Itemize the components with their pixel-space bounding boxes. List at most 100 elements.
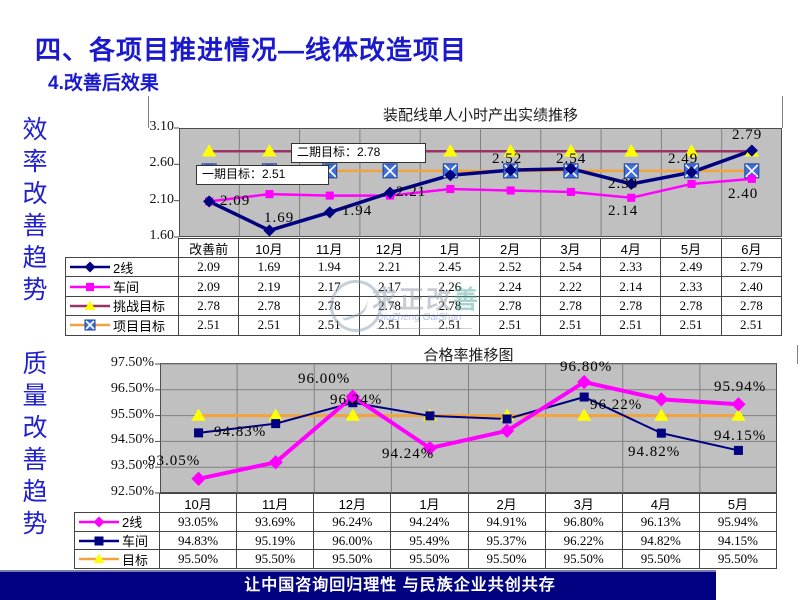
data-point-label: 2.52 — [492, 151, 523, 167]
footer-banner: 让中国咨询回归理性 与民族企业共创共存 — [0, 570, 716, 600]
table-cell: 95.50% — [468, 550, 546, 570]
output-chart-category-row: 改善前 10月 11月 12月 1月 2月 3月 4月 5月 6月 — [178, 238, 782, 258]
series-name: 2线 — [113, 260, 134, 276]
table-cell: 95.50% — [314, 550, 392, 570]
table-cell: 95.49% — [391, 531, 469, 551]
legend-cell: 项目目标 — [66, 316, 179, 336]
y-axis-tick-label: 94.50% — [110, 432, 154, 448]
table-cell: 93.69% — [237, 513, 315, 532]
table-cell: 2.78 — [179, 296, 240, 317]
table-cell: 2.51 — [359, 316, 421, 336]
table-cell: 1.94 — [299, 258, 360, 278]
table-cell: 2.51 — [721, 316, 782, 336]
table-cell: 2.40 — [721, 277, 782, 297]
table-cell: 2.14 — [601, 277, 662, 297]
table-cell: 2.51 — [661, 316, 722, 336]
table-cell: 96.13% — [622, 513, 700, 532]
x-axis-category: 12月 — [359, 239, 421, 258]
x-axis-category: 12月 — [314, 494, 392, 513]
table-cell: 2.51 — [179, 316, 240, 336]
table-cell: 2.19 — [239, 277, 300, 297]
table-cell: 2.78 — [239, 296, 300, 317]
table-cell: 95.50% — [699, 550, 777, 570]
data-point-label: 95.94% — [714, 379, 767, 395]
table-cell: 2.09 — [179, 277, 240, 297]
data-point-label: 2.21 — [396, 184, 427, 200]
table-cell: 95.37% — [468, 531, 546, 551]
pass-rate-chart-data-table: 2线 93.05% 93.69% 96.24% 94.24% 94.91% 96.80% 96… — [74, 512, 777, 570]
table-cell: 94.83% — [160, 531, 238, 551]
table-cell: 2.78 — [721, 296, 782, 317]
table-cell: 2.17 — [359, 277, 421, 297]
x-axis-category: 5月 — [661, 239, 722, 258]
y-axis-tick-label: 97.50% — [110, 355, 154, 370]
series-name: 车间 — [113, 280, 140, 296]
table-cell: 95.50% — [545, 550, 623, 570]
series-legend-icon — [79, 536, 119, 546]
table-cell: 2.26 — [420, 277, 481, 297]
table-cell: 2.49 — [661, 258, 722, 278]
phase1-target-callout: 一期目标：2.51 — [196, 165, 329, 185]
data-point-label: 2.49 — [668, 151, 699, 167]
series-name: 车间 — [122, 534, 149, 550]
legend-cell: 2线 — [66, 258, 179, 278]
y-axis-tick-label: 93.50% — [110, 458, 154, 474]
x-axis-category: 2月 — [468, 494, 546, 513]
data-point-label: 2.54 — [556, 151, 587, 167]
data-point-label: 94.15% — [714, 428, 767, 444]
x-axis-category: 5月 — [699, 494, 777, 513]
table-cell: 95.50% — [622, 550, 700, 570]
table-cell: 2.78 — [359, 296, 421, 317]
y-axis-tick-label: 92.50% — [110, 484, 154, 499]
pass-rate-chart-plot — [155, 363, 777, 494]
table-cell: 2.51 — [239, 316, 300, 336]
table-cell: 96.22% — [545, 531, 623, 551]
phase2-target-callout: 二期目标：2.78 — [291, 143, 426, 163]
series-legend-icon — [70, 319, 110, 331]
table-cell: 94.82% — [622, 531, 700, 551]
y-axis-tick-label: 2.10 — [149, 191, 175, 207]
data-point-label: 2.14 — [608, 203, 639, 219]
data-point-label: 96.00% — [298, 371, 351, 387]
table-cell: 94.24% — [391, 513, 469, 532]
series-name: 项目目标 — [113, 318, 166, 334]
data-point-label: 2.33 — [608, 176, 639, 192]
chart-frame-line — [148, 96, 149, 128]
data-point-label: 2.40 — [728, 186, 759, 202]
series-name: 目标 — [122, 552, 149, 568]
y-axis-tick-label: 96.50% — [110, 380, 154, 396]
table-cell: 2.51 — [480, 316, 541, 336]
table-cell: 2.24 — [480, 277, 541, 297]
data-point-label: 94.24% — [382, 446, 435, 462]
table-cell: 2.51 — [540, 316, 602, 336]
x-axis-category: 11月 — [237, 494, 315, 513]
table-cell: 95.19% — [237, 531, 315, 551]
table-cell: 2.09 — [179, 258, 240, 278]
table-cell: 94.91% — [468, 513, 546, 532]
table-cell: 96.80% — [545, 513, 623, 532]
pass-rate-chart-category-row: 10月 11月 12月 1月 2月 3月 4月 5月 — [159, 493, 777, 513]
table-cell: 2.33 — [661, 277, 722, 297]
data-point-label: 2.09 — [220, 193, 251, 209]
chart-frame-line — [797, 345, 798, 364]
chart-frame-line — [782, 96, 783, 128]
x-axis-category: 2月 — [480, 239, 541, 258]
table-cell: 95.50% — [160, 550, 238, 570]
data-point-label: 96.80% — [560, 359, 613, 375]
table-cell: 95.94% — [699, 513, 777, 532]
table-cell: 2.78 — [420, 296, 481, 317]
x-axis-category: 6月 — [721, 239, 782, 258]
table-cell: 94.15% — [699, 531, 777, 551]
table-cell: 2.51 — [299, 316, 360, 336]
y-axis-tick-label: 95.50% — [110, 406, 154, 422]
legend-cell: 2线 — [75, 513, 160, 532]
x-axis-category: 10月 — [160, 494, 238, 513]
output-chart-data-table: 2线 2.09 1.69 1.94 2.21 2.45 2.52 2.54 2.33 2.49 2.… — [65, 257, 782, 336]
data-point-label: 94.83% — [214, 424, 267, 440]
side-label-efficiency: 效率改善趋势 — [19, 116, 47, 308]
series-legend-icon — [70, 261, 110, 273]
output-chart-title: 装配线单人小时产出实绩推移 — [382, 107, 578, 124]
data-point-label: 1.94 — [342, 203, 373, 219]
x-axis-category: 4月 — [622, 494, 700, 513]
